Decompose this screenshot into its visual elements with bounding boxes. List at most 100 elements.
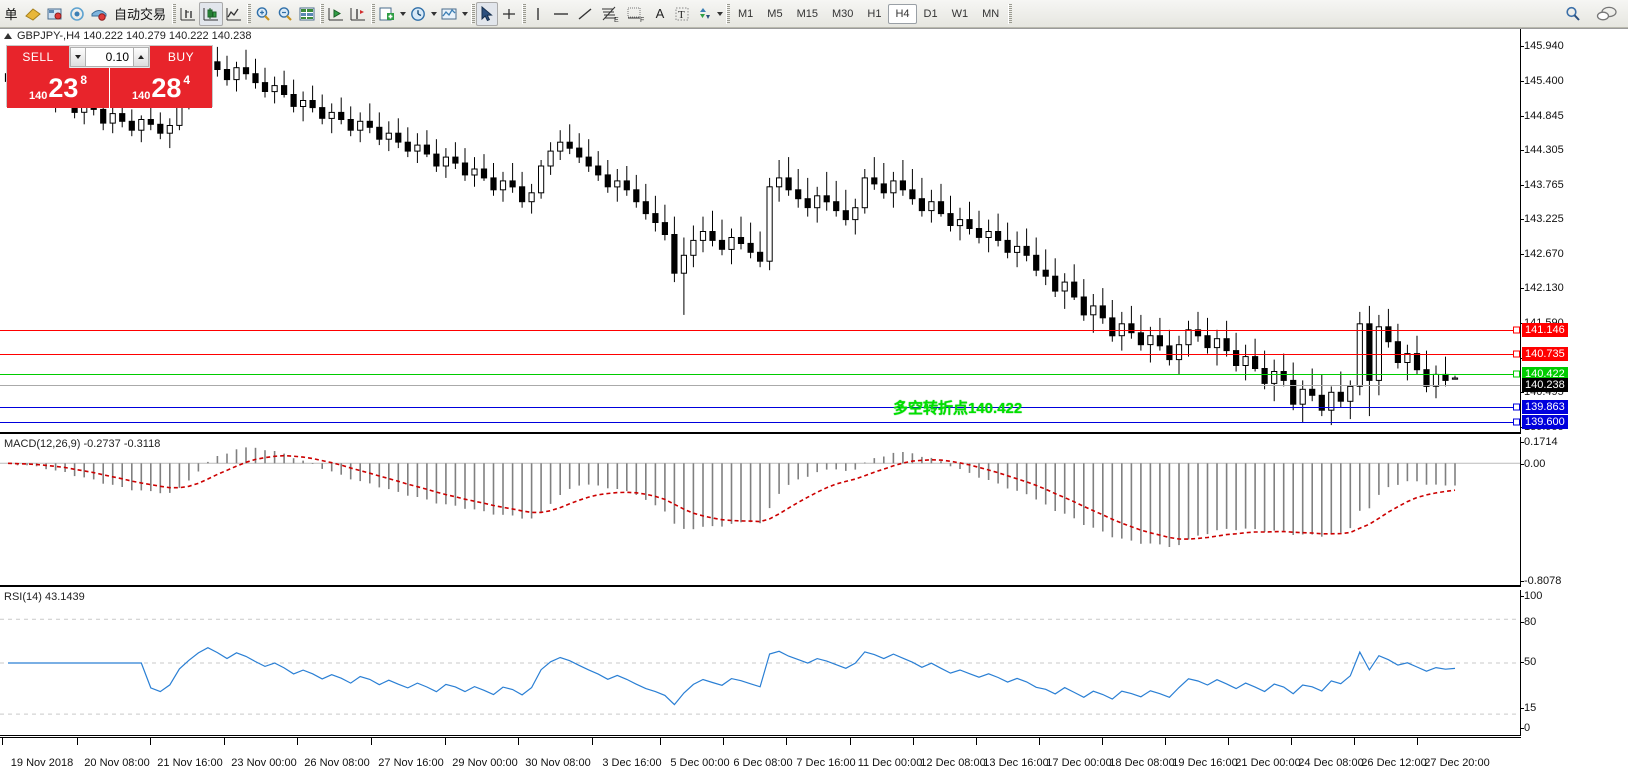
zoom-in-icon[interactable] bbox=[252, 2, 274, 26]
timeframe-m15[interactable]: M15 bbox=[796, 7, 818, 20]
fibonacci-icon[interactable]: E bbox=[597, 2, 623, 26]
volume-decrease-button[interactable] bbox=[70, 47, 86, 67]
toolbar-separator bbox=[724, 3, 731, 25]
time-tick bbox=[1417, 737, 1418, 745]
horizontal-line-icon[interactable] bbox=[549, 2, 573, 26]
channel-icon[interactable]: F bbox=[623, 2, 649, 26]
price-scale[interactable]: 145.940 145.400 144.845 144.305 143.765 143.2… bbox=[1521, 29, 1628, 455]
chart-header: GBPJPY-,H4 140.222 140.279 140.222 140.2… bbox=[0, 29, 251, 43]
support-line-2[interactable] bbox=[0, 422, 1520, 423]
time-tick bbox=[1291, 737, 1292, 745]
buy-button[interactable]: BUY bbox=[150, 46, 212, 68]
indicators-icon[interactable] bbox=[438, 2, 460, 26]
one-click-trading-panel[interactable]: SELL 0.10 BUY 140 23 8 140 bbox=[6, 45, 213, 108]
timeframe-m30[interactable]: M30 bbox=[831, 7, 854, 20]
chat-icon[interactable] bbox=[1594, 2, 1620, 26]
vertical-line-icon[interactable] bbox=[527, 2, 549, 26]
support-line-2-tag[interactable]: 139.600 bbox=[1522, 415, 1568, 429]
crosshair-icon[interactable] bbox=[498, 2, 520, 26]
time-axis[interactable]: 19 Nov 2018 20 Nov 08:00 21 Nov 16:00 23 No… bbox=[0, 737, 1521, 777]
volume-input[interactable]: 0.10 bbox=[86, 47, 133, 67]
time-tick bbox=[77, 737, 78, 745]
toolbar-separator bbox=[170, 3, 177, 25]
macd-scale[interactable]: 0.1714 0.00 -0.8078 bbox=[1520, 436, 1628, 587]
trendline-icon[interactable] bbox=[573, 2, 597, 26]
time-tick bbox=[660, 737, 661, 745]
price-tick: 145.400 bbox=[1521, 75, 1564, 87]
period-dropdown-caret[interactable] bbox=[429, 3, 438, 25]
pivot-line[interactable] bbox=[0, 374, 1520, 375]
macd-plot bbox=[0, 447, 1520, 547]
time-tick bbox=[723, 737, 724, 745]
last-price-line-tag[interactable]: 140.238 bbox=[1522, 378, 1568, 392]
timeframe-m5[interactable]: M5 bbox=[767, 7, 783, 20]
support-line-2-handle[interactable] bbox=[1513, 418, 1520, 426]
cursor-icon[interactable] bbox=[476, 1, 499, 26]
autotrade-button[interactable]: 自动交易 bbox=[114, 7, 167, 22]
time-tick bbox=[1354, 737, 1355, 745]
rsi-pane[interactable]: RSI(14) 43.1439 bbox=[0, 590, 1521, 736]
search-icon[interactable] bbox=[1562, 2, 1584, 26]
timeframe-h1[interactable]: H1 bbox=[867, 7, 882, 20]
buy-price[interactable]: 140 28 4 bbox=[109, 68, 212, 108]
resistance-line-2-tag[interactable]: 140.735 bbox=[1522, 347, 1568, 361]
support-line-1-handle[interactable] bbox=[1513, 403, 1520, 411]
zoom-out-icon[interactable] bbox=[274, 2, 296, 26]
resistance-line-2-handle[interactable] bbox=[1513, 350, 1520, 358]
time-label: 21 Dec 00:00 bbox=[1235, 757, 1301, 769]
templates-dropdown-caret[interactable] bbox=[398, 3, 407, 25]
bar-chart-icon[interactable] bbox=[177, 2, 199, 26]
macd-tick: -0.8078 bbox=[1520, 575, 1562, 587]
pivot-line-handle[interactable] bbox=[1513, 370, 1520, 378]
macd-pane[interactable]: MACD(12,26,9) -0.2737 -0.3118 bbox=[0, 437, 1521, 587]
market-icon[interactable] bbox=[88, 2, 110, 26]
indicators-dropdown-caret[interactable] bbox=[460, 3, 469, 25]
chart-shift-icon[interactable] bbox=[347, 2, 369, 26]
period-clock-icon[interactable] bbox=[407, 2, 429, 26]
resistance-line-1-tag[interactable]: 141.146 bbox=[1522, 323, 1568, 337]
timeframe-h4[interactable]: H4 bbox=[888, 3, 917, 24]
time-label: 27 Nov 16:00 bbox=[378, 757, 444, 769]
candlestick-chart-icon[interactable] bbox=[199, 1, 224, 26]
data-window-icon[interactable] bbox=[44, 2, 66, 26]
timeframe-d1[interactable]: D1 bbox=[923, 7, 938, 20]
rsi-tick: 100 bbox=[1520, 590, 1543, 602]
shapes-dropdown-caret[interactable] bbox=[715, 3, 724, 25]
timeframe-mn[interactable]: MN bbox=[982, 7, 1000, 20]
time-label: 21 Nov 16:00 bbox=[157, 757, 223, 769]
volume-stepper[interactable]: 0.10 bbox=[69, 46, 150, 68]
time-tick bbox=[150, 737, 151, 745]
pivot-line-tag[interactable]: 140.422 bbox=[1522, 367, 1568, 381]
text-tool-icon[interactable]: A bbox=[655, 6, 665, 21]
price-pane[interactable]: GBPJPY-,H4 140.222 140.279 140.222 140.2… bbox=[0, 29, 1521, 434]
resistance-line-1-handle[interactable] bbox=[1513, 326, 1520, 334]
timeframe-m1[interactable]: M1 bbox=[738, 7, 754, 20]
last-price-line bbox=[0, 385, 1520, 386]
sell-button[interactable]: SELL bbox=[7, 46, 69, 68]
signals-icon[interactable] bbox=[66, 2, 88, 26]
timeframe-w1[interactable]: W1 bbox=[951, 7, 969, 20]
support-line-1-tag[interactable]: 139.863 bbox=[1522, 400, 1568, 414]
chart-area[interactable]: GBPJPY-,H4 140.222 140.279 140.222 140.2… bbox=[0, 28, 1628, 777]
pivot-annotation: 多空转折点140.422 bbox=[893, 400, 1023, 417]
time-label: 18 Dec 08:00 bbox=[1109, 757, 1175, 769]
sell-price[interactable]: 140 23 8 bbox=[7, 68, 109, 108]
data-grid-icon[interactable] bbox=[296, 2, 318, 26]
resistance-line-1[interactable] bbox=[0, 330, 1520, 331]
new-order-icon[interactable] bbox=[22, 2, 44, 26]
templates-icon[interactable] bbox=[376, 2, 398, 26]
svg-text:T: T bbox=[678, 9, 685, 21]
label-tool-icon[interactable]: T bbox=[671, 2, 693, 26]
rsi-scale[interactable]: 100 80 50 15 0 bbox=[1520, 590, 1628, 736]
time-tick bbox=[850, 737, 851, 745]
line-chart-icon[interactable] bbox=[223, 2, 245, 26]
price-tick: 142.130 bbox=[1521, 282, 1564, 294]
shapes-icon[interactable] bbox=[693, 2, 715, 26]
time-label: 19 Nov 2018 bbox=[10, 757, 74, 769]
time-label: 13 Dec 16:00 bbox=[983, 757, 1049, 769]
resistance-line-2[interactable] bbox=[0, 354, 1520, 355]
volume-increase-button[interactable] bbox=[133, 47, 149, 67]
support-line-1[interactable] bbox=[0, 407, 1520, 408]
auto-scroll-icon[interactable] bbox=[325, 2, 347, 26]
collapse-triangle-icon[interactable] bbox=[4, 33, 12, 39]
